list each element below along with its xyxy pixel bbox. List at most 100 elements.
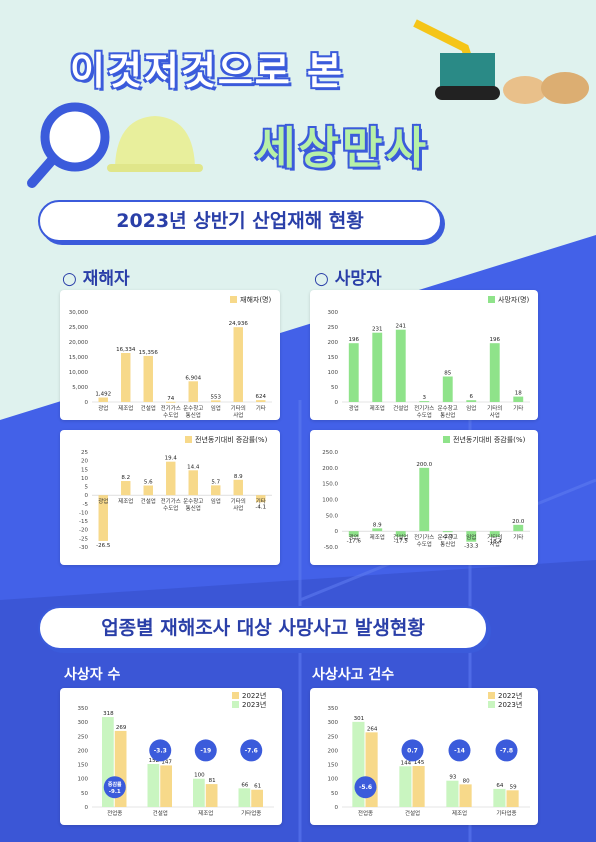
legend-swatch bbox=[443, 436, 450, 443]
category-label: 건설업 bbox=[141, 404, 156, 412]
bar bbox=[493, 788, 506, 807]
y-tick-label: 200 bbox=[78, 748, 89, 754]
change-badge bbox=[401, 739, 424, 762]
legend-label: 2022년 bbox=[242, 691, 266, 700]
y-tick-label: 300 bbox=[328, 310, 339, 316]
y-tick-label: 200 bbox=[328, 340, 339, 346]
bar bbox=[419, 401, 430, 403]
change-label: -5.6 bbox=[359, 784, 372, 791]
data-label: 269 bbox=[116, 725, 127, 731]
data-label: 80 bbox=[463, 778, 470, 784]
bar bbox=[98, 495, 108, 541]
data-label: 301 bbox=[354, 716, 365, 722]
data-label: 64 bbox=[496, 783, 503, 789]
y-tick-label: 250 bbox=[78, 734, 89, 740]
category-label: 제조업 bbox=[118, 404, 133, 412]
helmet-icon bbox=[107, 116, 203, 172]
data-label: 152 bbox=[149, 758, 160, 764]
bar bbox=[233, 479, 243, 496]
legend-swatch bbox=[232, 692, 239, 699]
category-label: 제조업 bbox=[198, 809, 213, 817]
bar bbox=[193, 778, 205, 807]
y-tick-label: 0 bbox=[85, 805, 89, 811]
bar bbox=[114, 730, 127, 807]
data-label: 18 bbox=[515, 391, 522, 397]
y-tick-label: 0 bbox=[335, 400, 339, 406]
category-label: 제조업 bbox=[118, 497, 133, 505]
category-label: 통신업 bbox=[186, 504, 201, 512]
excavator-icon bbox=[413, 19, 589, 104]
bar bbox=[166, 401, 176, 403]
magnifier-icon bbox=[27, 102, 110, 188]
data-label: 100 bbox=[194, 773, 205, 779]
y-tick-label: 5 bbox=[85, 485, 89, 491]
category-label: 사업 bbox=[233, 504, 243, 512]
data-label: 93 bbox=[449, 775, 456, 781]
change-label: -19 bbox=[200, 747, 211, 754]
injured-count-chart: 재해자(명) 30,000 25,000 20,000 15,000 10,000 5,00… bbox=[60, 290, 280, 420]
data-label: 5.6 bbox=[144, 480, 153, 486]
category-label: 기타의 bbox=[231, 497, 246, 505]
data-label: 318 bbox=[103, 711, 114, 717]
y-tick-label: 5,000 bbox=[72, 385, 88, 391]
y-tick-label: 10,000 bbox=[69, 370, 89, 376]
data-label: 624 bbox=[256, 394, 267, 400]
legend-swatch bbox=[488, 701, 495, 708]
change-badge bbox=[495, 739, 518, 762]
bar bbox=[238, 788, 251, 807]
category-label: 건설업 bbox=[153, 809, 168, 817]
bar bbox=[513, 524, 524, 532]
y-tick-label: 0 bbox=[335, 805, 339, 811]
data-label: -18.4 bbox=[488, 539, 503, 545]
data-label: 196 bbox=[349, 337, 360, 343]
category-label: 운수창고 bbox=[183, 404, 203, 412]
y-tick-label: 300 bbox=[78, 720, 89, 726]
data-label: 14.4 bbox=[187, 464, 200, 470]
category-label: 광업 bbox=[349, 533, 359, 541]
category-label: 임업 bbox=[466, 533, 476, 541]
data-label: 147 bbox=[161, 759, 172, 765]
data-label: 264 bbox=[367, 726, 378, 732]
category-label: 기타 bbox=[513, 404, 523, 412]
bar bbox=[446, 780, 459, 807]
legend-swatch bbox=[230, 296, 237, 303]
y-tick-label: 150.0 bbox=[322, 482, 338, 488]
category-label: 건설업 bbox=[393, 533, 408, 541]
bar bbox=[121, 481, 131, 496]
bar bbox=[143, 355, 153, 402]
bar bbox=[188, 381, 198, 402]
bar bbox=[160, 765, 172, 807]
data-label: 61 bbox=[254, 784, 261, 790]
category-label: 운수창고 bbox=[183, 497, 203, 505]
y-tick-label: 200.0 bbox=[322, 466, 338, 472]
change-label: -9.1 bbox=[109, 789, 121, 795]
legend-label: 2022년 bbox=[498, 691, 522, 700]
data-label: 15,356 bbox=[139, 350, 159, 356]
bar bbox=[147, 764, 160, 807]
category-label: 광업 bbox=[98, 404, 108, 412]
y-tick-label: 150 bbox=[328, 763, 339, 769]
category-label: 수도업 bbox=[417, 540, 432, 548]
data-label: 66 bbox=[241, 782, 248, 788]
bar bbox=[442, 531, 453, 533]
change-label: -14 bbox=[454, 747, 465, 754]
category-label: 건설업 bbox=[141, 497, 156, 505]
bar bbox=[211, 485, 221, 496]
y-tick-label: 100 bbox=[328, 777, 339, 783]
legend-label: 사망자(명) bbox=[498, 295, 529, 304]
bar bbox=[395, 531, 406, 537]
bar bbox=[256, 495, 266, 503]
subtitle-banner: 2023년 상반기 산업재해 현황 bbox=[38, 200, 442, 242]
category-label: 기타의 bbox=[231, 404, 246, 412]
category-label: 전기가스 bbox=[161, 404, 181, 412]
section2-title: 업종별 재해조사 대상 사망사고 발생현황 bbox=[101, 617, 425, 639]
change-badge bbox=[354, 776, 377, 799]
y-tick-label: 50.0 bbox=[326, 513, 339, 519]
category-label: 기타 bbox=[256, 497, 266, 505]
category-label: 전기가스 bbox=[161, 497, 181, 505]
bar bbox=[143, 485, 153, 496]
data-label: -33.3 bbox=[464, 544, 479, 550]
data-label: 59 bbox=[510, 784, 517, 790]
death-count-chart: 사망자(명) 300 250 200 150 100 50 0 196 광업 231 제조업 241 건설… bbox=[310, 290, 538, 420]
